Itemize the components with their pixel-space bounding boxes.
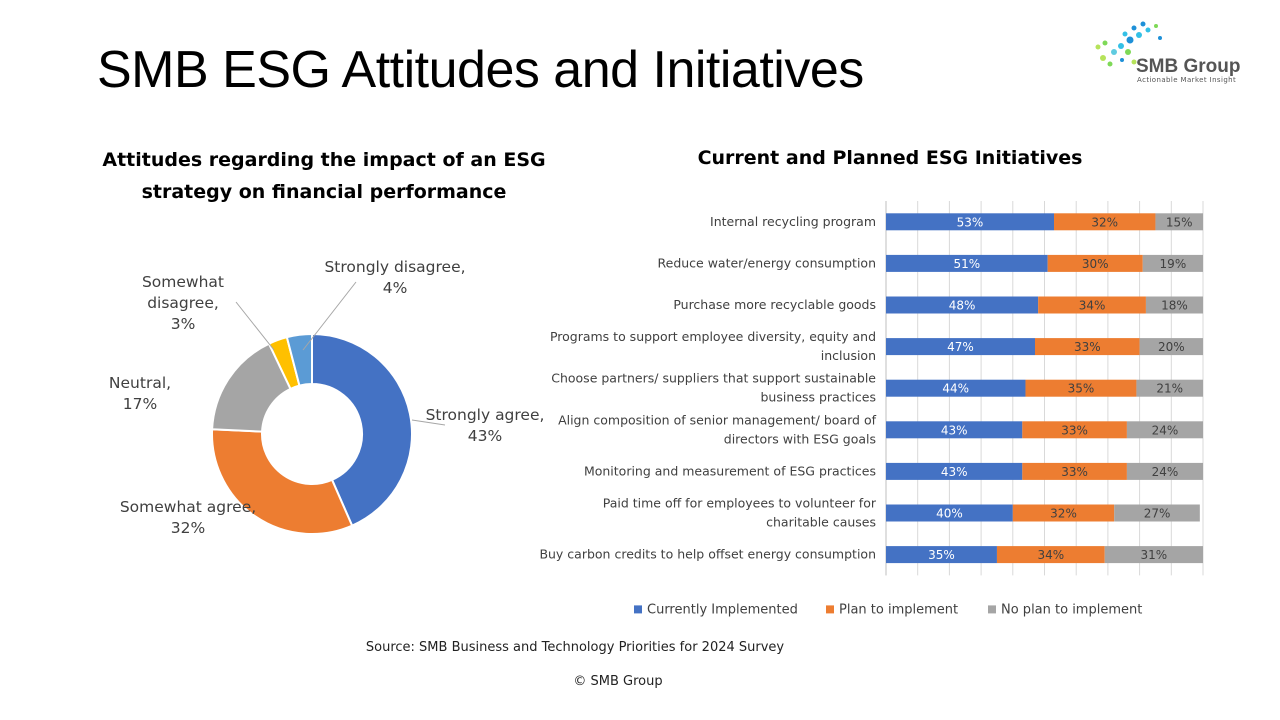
category-label: Internal recycling program	[710, 214, 876, 229]
bar-segment-no-plan-to-implement	[1104, 546, 1203, 564]
bar-segment-currently-implemented	[886, 546, 997, 564]
donut-chart-title: Attitudes regarding the impact of an ESG…	[102, 149, 546, 203]
category-label: Buy carbon credits to help offset energy…	[540, 547, 876, 562]
category-label: Align composition of senior management/ …	[558, 412, 877, 446]
category-label: Purchase more recyclable goods	[673, 297, 876, 312]
bar-segment-no-plan-to-implement	[1145, 296, 1203, 314]
bar-data-label: 33%	[1061, 465, 1088, 479]
donut-data-label: Neutral, 17%	[109, 374, 171, 413]
bar-data-label: 24%	[1152, 423, 1179, 437]
legend-swatch	[988, 605, 996, 614]
logo-name: SMB Group	[1136, 56, 1241, 77]
bar-segment-no-plan-to-implement	[1126, 421, 1203, 439]
category-label: Paid time off for employees to volunteer…	[603, 496, 877, 530]
logo-tagline: Actionable Market Insight	[1137, 76, 1236, 84]
donut-data-label: Strongly disagree, 4%	[324, 258, 465, 297]
bar-segment-no-plan-to-implement	[1142, 254, 1203, 272]
bar-data-label: 31%	[1141, 548, 1168, 562]
bar-data-label: 35%	[1068, 382, 1095, 396]
company-logo: SMB Group Actionable Market Insight	[1095, 21, 1241, 84]
donut-data-label: Somewhat disagree, 3%	[142, 273, 224, 333]
bar-segment-plan-to-implement	[1038, 296, 1146, 314]
legend-label: Currently Implemented	[647, 602, 798, 617]
bar-segment-plan-to-implement	[1022, 421, 1127, 439]
bar-segment-plan-to-implement	[1022, 462, 1127, 480]
bar-data-label: 19%	[1160, 257, 1187, 271]
bar-data-label: 43%	[941, 465, 968, 479]
bar-segment-currently-implemented	[886, 379, 1026, 397]
bar-segment-currently-implemented	[886, 296, 1039, 314]
bar-data-label: 18%	[1161, 299, 1188, 313]
bar-data-label: 47%	[947, 340, 974, 354]
donut-data-label: Somewhat agree, 32%	[120, 498, 256, 537]
bar-data-label: 20%	[1158, 340, 1185, 354]
category-label: Programs to support employee diversity, …	[550, 329, 876, 363]
bar-data-label: 27%	[1144, 507, 1171, 521]
bar-data-label: 44%	[942, 382, 969, 396]
bar-segment-no-plan-to-implement	[1136, 379, 1203, 397]
bar-data-label: 32%	[1050, 507, 1077, 521]
page-title: SMB ESG Attitudes and Initiatives	[97, 41, 864, 99]
bar-segment-currently-implemented	[886, 462, 1023, 480]
bar-data-label: 40%	[936, 507, 963, 521]
bar-segment-plan-to-implement	[996, 546, 1105, 564]
bar-data-label: 33%	[1074, 340, 1101, 354]
donut-leader-line	[302, 281, 357, 351]
donut-leader-line	[411, 419, 446, 426]
category-label: Reduce water/energy consumption	[658, 255, 877, 270]
bar-segment-currently-implemented	[886, 504, 1013, 522]
category-label: Monitoring and measurement of ESG practi…	[584, 463, 876, 478]
donut-data-label: Strongly agree, 43%	[426, 406, 545, 445]
copyright-note: © SMB Group	[573, 674, 663, 689]
bar-data-label: 33%	[1061, 423, 1088, 437]
bar-data-label: 24%	[1152, 465, 1179, 479]
bar-segment-no-plan-to-implement	[1139, 338, 1203, 356]
bar-data-label: 34%	[1038, 548, 1065, 562]
bar-data-label: 35%	[928, 548, 955, 562]
bar-data-label: 15%	[1166, 215, 1193, 229]
bar-segment-currently-implemented	[886, 421, 1023, 439]
bar-segment-no-plan-to-implement	[1155, 213, 1203, 231]
bar-segment-currently-implemented	[886, 254, 1048, 272]
donut-leader-line	[235, 301, 275, 351]
legend-label: No plan to implement	[1001, 602, 1142, 617]
bar-data-label: 43%	[941, 423, 968, 437]
bar-data-label: 53%	[957, 215, 984, 229]
donut-slice-somewhat-agree	[211, 428, 354, 535]
bar-segment-no-plan-to-implement	[1126, 462, 1203, 480]
donut-chart: Strongly agree, 43% Somewhat agree, 32% Neut…	[109, 258, 545, 537]
bar-data-label: 32%	[1091, 215, 1118, 229]
bar-data-label: 48%	[949, 299, 976, 313]
category-label: Choose partners/ suppliers that support …	[551, 371, 876, 405]
legend-swatch	[634, 605, 642, 614]
dot-swirl-logo	[1095, 21, 1162, 67]
bar-segment-plan-to-implement	[1025, 379, 1137, 397]
bar-segment-currently-implemented	[886, 338, 1035, 356]
bar-chart-title: Current and Planned ESG Initiatives	[697, 147, 1083, 169]
bar-data-label: 30%	[1082, 257, 1109, 271]
bar-segment-no-plan-to-implement	[1114, 504, 1200, 522]
bar-segment-plan-to-implement	[1047, 254, 1143, 272]
bar-data-label: 34%	[1079, 299, 1106, 313]
bar-segment-plan-to-implement	[1034, 338, 1140, 356]
bar-segment-plan-to-implement	[1054, 213, 1156, 231]
donut-slice-strongly-agree	[311, 332, 413, 527]
bar-data-label: 51%	[953, 257, 980, 271]
bar-segment-currently-implemented	[886, 213, 1055, 231]
legend-swatch	[826, 605, 834, 614]
source-note: Source: SMB Business and Technology Prio…	[365, 640, 785, 655]
bar-segment-plan-to-implement	[1012, 504, 1115, 522]
legend-label: Plan to implement	[839, 602, 958, 617]
stacked-bar-chart: Internal recycling program 53% 32% 15% Reduc…	[540, 201, 1204, 617]
bar-data-label: 21%	[1156, 382, 1183, 396]
